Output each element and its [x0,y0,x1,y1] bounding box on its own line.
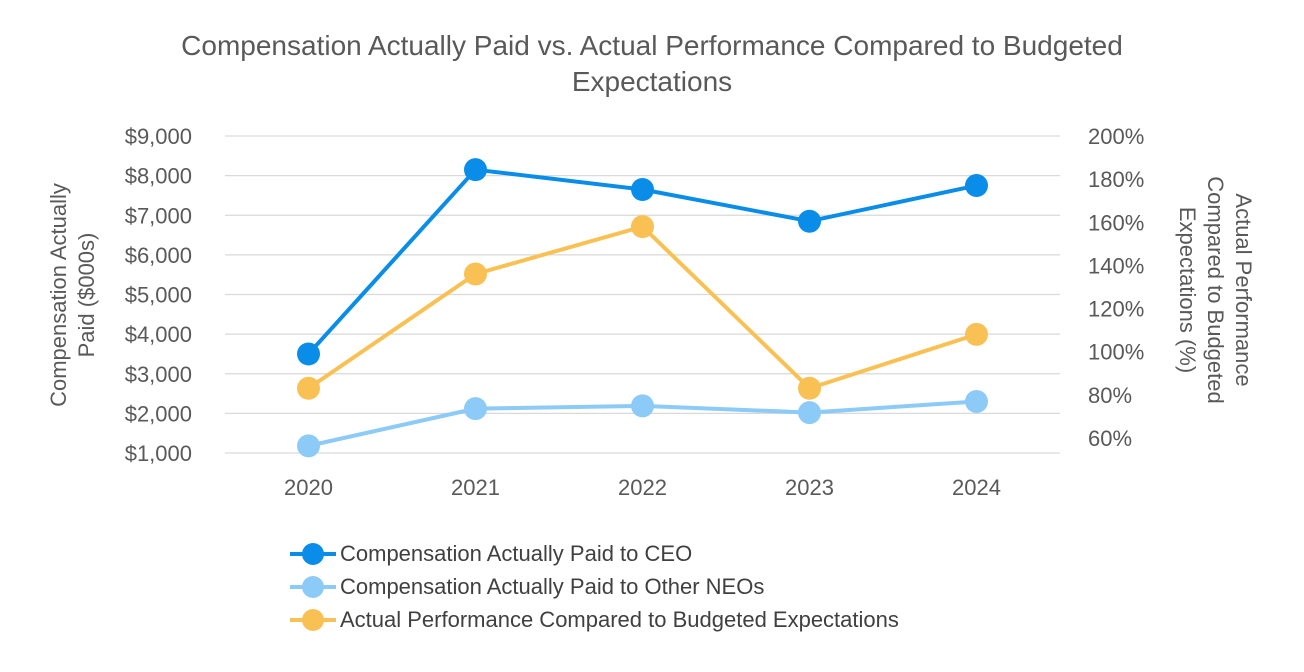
left-tick-label: $8,000 [125,164,192,189]
data-point-other-neos[interactable] [965,389,988,413]
data-point-ceo[interactable] [631,177,654,201]
data-point-other-neos[interactable] [297,434,320,458]
data-point-other-neos[interactable] [631,394,654,418]
data-point-ceo[interactable] [798,209,821,233]
legend-marker-other-neos [290,575,336,599]
left-tick-label: $7,000 [125,203,192,228]
x-axis-ticks: 2020 2021 2022 2023 2024 [284,475,1001,500]
right-tick-label: 180% [1088,167,1144,192]
legend-label-performance: Actual Performance Compared to Budgeted … [340,606,899,632]
right-axis-ticks: 60% 80% 100% 120% 140% 160% 180% 200% [1088,124,1144,451]
right-tick-label: 200% [1088,124,1144,149]
left-tick-label: $9,000 [125,124,192,149]
legend-label-ceo: Compensation Actually Paid to CEO [340,540,693,566]
data-point-other-neos[interactable] [798,401,821,425]
right-axis-title-line: Actual Performance [1231,193,1256,386]
series-line-performance [307,224,978,391]
right-axis-title-line: Expectations (%) [1175,207,1200,373]
data-point-performance[interactable] [798,376,821,400]
right-tick-label: 80% [1088,383,1132,408]
left-axis-title: Compensation Actually Paid ($000s) [46,183,99,407]
x-tick-label: 2022 [618,475,667,500]
right-tick-label: 100% [1088,340,1144,365]
left-axis-ticks: $1,000 $2,000 $3,000 $4,000 $5,000 $6,000 $7,0… [125,124,192,466]
data-point-other-neos[interactable] [464,397,487,421]
legend-label-other-neos: Compensation Actually Paid to Other NEOs [340,573,765,599]
chart-title-line-2: Expectations [571,66,733,97]
data-point-performance[interactable] [965,322,988,346]
legend-item-ceo[interactable]: Compensation Actually Paid to CEO [290,537,899,570]
data-point-ceo[interactable] [297,342,320,366]
left-axis-title-line: Paid ($000s) [74,233,99,358]
left-tick-label: $2,000 [125,401,192,426]
chart-title: Compensation Actually Paid vs. Actual Pe… [0,28,1304,100]
chart-title-line-1: Compensation Actually Paid vs. Actual Pe… [181,30,1123,61]
left-tick-label: $5,000 [125,283,192,308]
left-tick-label: $1,000 [125,441,192,466]
x-tick-label: 2020 [284,475,333,500]
x-tick-label: 2021 [451,475,500,500]
x-tick-label: 2024 [952,475,1001,500]
series-layer [297,158,988,458]
legend-item-other-neos[interactable]: Compensation Actually Paid to Other NEOs [290,570,899,603]
data-point-performance[interactable] [297,376,320,400]
x-tick-label: 2023 [785,475,834,500]
left-axis-title-line: Compensation Actually [46,183,71,407]
data-point-ceo[interactable] [464,158,487,182]
left-tick-label: $4,000 [125,322,192,347]
legend-marker-ceo [290,542,336,566]
legend-item-performance[interactable]: Actual Performance Compared to Budgeted … [290,603,899,636]
left-tick-label: $3,000 [125,362,192,387]
left-tick-label: $6,000 [125,243,192,268]
right-tick-label: 160% [1088,210,1144,235]
data-point-performance[interactable] [631,215,654,239]
legend-marker-performance [290,608,336,632]
right-tick-label: 60% [1088,426,1132,451]
right-axis-title-line: Compared to Budgeted [1203,176,1228,404]
legend: Compensation Actually Paid to CEO Compen… [290,537,899,636]
data-point-performance[interactable] [464,262,487,286]
right-tick-label: 120% [1088,297,1144,322]
right-tick-label: 140% [1088,253,1144,278]
data-point-ceo[interactable] [965,174,988,198]
